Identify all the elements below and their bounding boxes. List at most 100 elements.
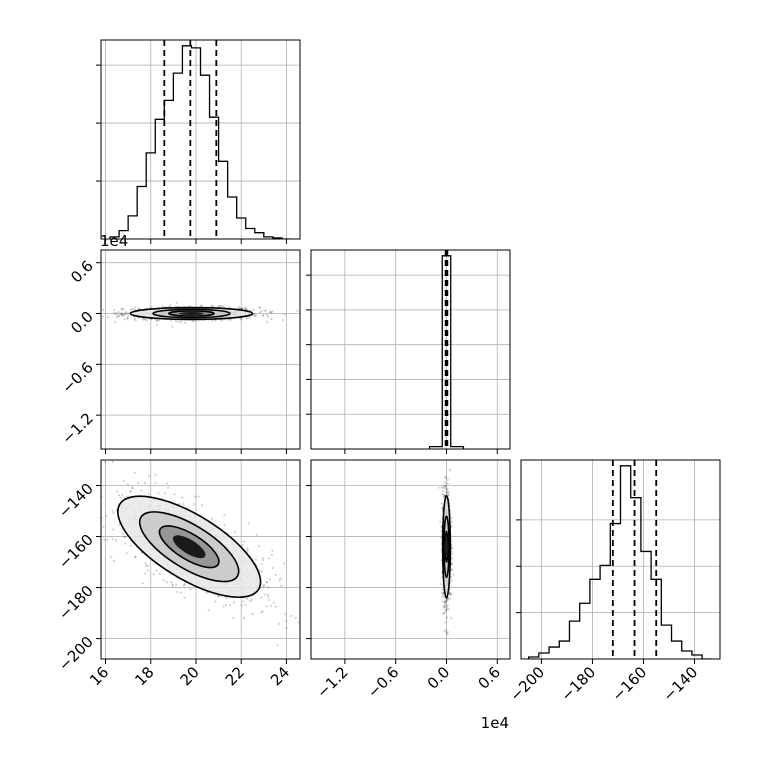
sample-point xyxy=(147,474,150,477)
sample-point xyxy=(73,309,75,311)
sample-point xyxy=(439,583,442,586)
sample-point xyxy=(446,491,449,494)
sample-point xyxy=(48,490,50,492)
sample-point xyxy=(265,313,269,316)
sample-point xyxy=(124,542,127,545)
sample-point xyxy=(189,588,192,591)
sample-point xyxy=(134,556,137,559)
density-peak xyxy=(172,535,206,559)
sample-point xyxy=(158,572,162,575)
sample-point xyxy=(241,544,244,547)
sample-point xyxy=(233,531,237,534)
sample-point xyxy=(245,307,248,310)
sample-point xyxy=(279,577,282,580)
sample-point xyxy=(117,315,120,318)
sample-point xyxy=(444,476,447,479)
sample-point xyxy=(115,315,119,318)
sample-point xyxy=(253,315,256,318)
sample-point xyxy=(262,584,265,587)
sample-point xyxy=(448,597,451,600)
sample-point xyxy=(122,307,125,311)
x-tick-label: −0.6 xyxy=(364,663,402,701)
sample-point xyxy=(116,490,119,493)
sample-point xyxy=(105,515,108,518)
sample-point xyxy=(93,312,95,314)
sample-point xyxy=(158,319,161,322)
sample-point xyxy=(283,313,286,316)
sample-point xyxy=(127,312,130,315)
sample-point xyxy=(104,461,107,464)
x-tick-label: 18 xyxy=(131,663,157,689)
sample-point xyxy=(276,644,279,647)
sample-point xyxy=(446,633,449,636)
sample-point xyxy=(449,593,452,596)
sample-point xyxy=(144,562,147,565)
sample-point xyxy=(450,593,453,596)
sample-point xyxy=(182,503,185,506)
sample-point xyxy=(124,536,127,539)
sample-point xyxy=(441,486,444,489)
sample-point xyxy=(274,573,277,576)
sample-point xyxy=(264,593,267,596)
sample-point xyxy=(445,598,448,601)
scatter-panel-1-2 xyxy=(310,459,511,660)
sample-point xyxy=(129,308,133,311)
sample-point xyxy=(265,320,269,323)
sample-point xyxy=(267,599,271,602)
sample-point xyxy=(446,598,449,601)
sample-point xyxy=(445,606,448,609)
sample-point xyxy=(262,586,265,589)
sample-point xyxy=(95,309,97,311)
sample-point xyxy=(448,591,452,594)
sample-point xyxy=(157,491,160,495)
sample-point xyxy=(240,604,243,607)
y-tick-label: −1.2 xyxy=(58,409,96,447)
sample-point xyxy=(126,314,130,317)
sample-point xyxy=(445,491,448,494)
sample-point xyxy=(171,584,174,587)
sample-point xyxy=(261,314,264,317)
sample-point xyxy=(445,484,448,487)
sample-point xyxy=(146,564,149,567)
sample-point xyxy=(177,320,180,324)
sample-point xyxy=(115,313,118,316)
sample-point xyxy=(147,493,150,496)
sample-point xyxy=(271,567,274,570)
sample-point xyxy=(448,592,452,596)
sample-point xyxy=(261,556,264,560)
sample-point xyxy=(129,544,132,547)
sample-point xyxy=(125,552,128,555)
sample-point xyxy=(444,481,447,484)
sample-point xyxy=(270,553,273,557)
sample-point xyxy=(268,557,271,560)
sample-point xyxy=(106,538,109,541)
sample-point xyxy=(244,306,247,309)
sample-point xyxy=(445,616,448,619)
sample-point xyxy=(269,604,272,607)
sample-point xyxy=(265,581,268,584)
sample-point xyxy=(137,307,140,310)
sample-point xyxy=(446,478,449,481)
sample-point xyxy=(182,584,186,587)
histogram-steps xyxy=(528,465,713,659)
sample-point xyxy=(278,579,281,582)
sample-point xyxy=(192,320,195,323)
sample-point xyxy=(280,584,283,587)
sample-point xyxy=(163,492,166,495)
scatter-area xyxy=(311,460,510,659)
x-offset-label: 1e4 xyxy=(481,714,509,732)
sample-point xyxy=(146,569,149,572)
y-offset-label: 1e4 xyxy=(100,232,128,250)
sample-point xyxy=(154,482,157,485)
sample-point xyxy=(444,487,448,490)
sample-point xyxy=(111,509,114,512)
sample-point xyxy=(245,317,248,320)
panel-frame xyxy=(520,459,721,660)
sample-point xyxy=(443,486,447,489)
sample-point xyxy=(274,605,277,608)
sample-point xyxy=(444,600,448,603)
sample-point xyxy=(443,494,446,497)
sample-point xyxy=(123,312,126,315)
sample-point xyxy=(439,520,442,523)
x-tick-label: −200 xyxy=(506,663,548,705)
